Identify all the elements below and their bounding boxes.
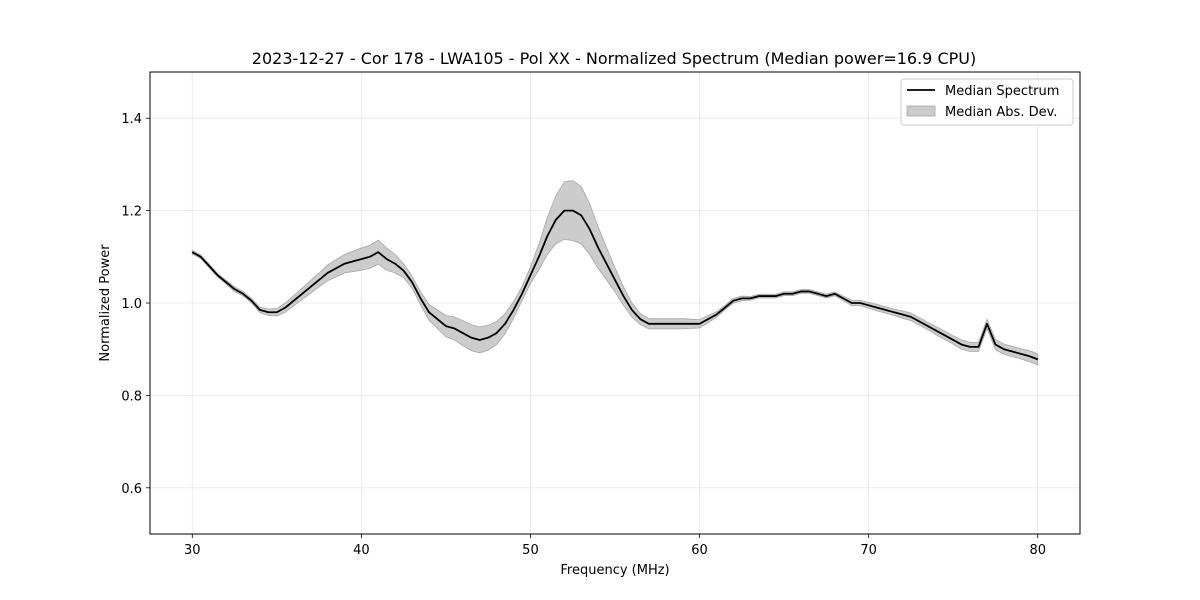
legend-label-median: Median Spectrum xyxy=(945,84,1059,99)
mad-band-group xyxy=(191,180,1039,366)
legend-label-mad: Median Abs. Dev. xyxy=(945,105,1057,120)
x-tick-label: 60 xyxy=(691,543,708,558)
x-tick-label: 30 xyxy=(184,543,201,558)
x-axis-label: Frequency (MHz) xyxy=(560,563,669,578)
median-spectrum-line xyxy=(191,209,1039,361)
y-tick-label: 0.8 xyxy=(121,389,142,404)
x-tick-label: 70 xyxy=(860,543,877,558)
y-tick-label: 1.0 xyxy=(121,297,142,312)
mad-band xyxy=(191,180,1039,366)
legend-box xyxy=(900,78,1074,126)
x-tick-label: 50 xyxy=(522,543,539,558)
x-tick-label: 80 xyxy=(1029,543,1046,558)
legend-band-swatch xyxy=(906,105,936,117)
y-tick-label: 1.4 xyxy=(121,112,142,127)
median-line-group xyxy=(191,209,1039,361)
y-tick-label: 0.6 xyxy=(121,482,142,497)
chart-title: 2023-12-27 - Cor 178 - LWA105 - Pol XX -… xyxy=(252,49,976,68)
x-axis-ticks: 30 40 50 60 70 80 xyxy=(184,534,1046,558)
y-axis-ticks: 0.6 0.8 1.0 1.2 1.4 xyxy=(121,112,150,497)
legend: Median Spectrum Median Abs. Dev. xyxy=(900,78,1074,126)
y-tick-label: 1.2 xyxy=(121,205,142,220)
y-axis-label: Normalized Power xyxy=(98,244,113,362)
x-tick-label: 40 xyxy=(353,543,370,558)
